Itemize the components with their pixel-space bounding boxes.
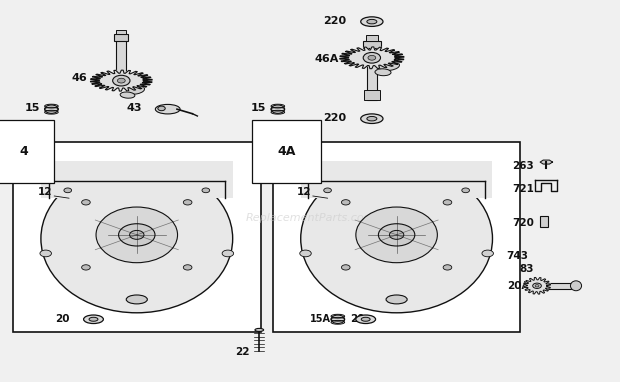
Circle shape bbox=[184, 265, 192, 270]
Ellipse shape bbox=[375, 69, 391, 76]
Circle shape bbox=[342, 200, 350, 205]
Text: 46: 46 bbox=[71, 73, 87, 83]
Circle shape bbox=[82, 200, 91, 205]
Text: 20: 20 bbox=[350, 314, 365, 324]
Bar bbox=[117, 30, 126, 34]
Text: 220: 220 bbox=[323, 113, 346, 123]
Text: 721: 721 bbox=[512, 184, 534, 194]
Text: 15: 15 bbox=[250, 103, 266, 113]
Text: 263: 263 bbox=[512, 161, 534, 171]
Polygon shape bbox=[523, 277, 551, 294]
Text: 43: 43 bbox=[126, 103, 142, 113]
Bar bbox=[301, 161, 492, 198]
Bar bbox=[367, 46, 377, 100]
Ellipse shape bbox=[89, 317, 98, 321]
Ellipse shape bbox=[356, 315, 376, 324]
Circle shape bbox=[342, 265, 350, 270]
Ellipse shape bbox=[222, 250, 234, 257]
Text: 743: 743 bbox=[506, 251, 528, 261]
Text: 20: 20 bbox=[55, 314, 69, 324]
Ellipse shape bbox=[271, 105, 285, 113]
Circle shape bbox=[368, 55, 376, 60]
Bar bbox=[115, 34, 128, 40]
Ellipse shape bbox=[45, 105, 58, 113]
Ellipse shape bbox=[570, 281, 582, 291]
Ellipse shape bbox=[126, 295, 148, 304]
Ellipse shape bbox=[299, 250, 311, 257]
Text: 12: 12 bbox=[296, 187, 311, 197]
Ellipse shape bbox=[482, 250, 494, 257]
Ellipse shape bbox=[386, 295, 407, 304]
Ellipse shape bbox=[361, 317, 370, 321]
Circle shape bbox=[462, 188, 469, 193]
Ellipse shape bbox=[130, 230, 144, 239]
Bar bbox=[41, 161, 232, 198]
Bar bbox=[534, 283, 571, 289]
Circle shape bbox=[64, 188, 71, 193]
Bar bbox=[364, 90, 380, 100]
Ellipse shape bbox=[378, 224, 415, 246]
Ellipse shape bbox=[301, 164, 492, 313]
Ellipse shape bbox=[367, 117, 377, 121]
Ellipse shape bbox=[84, 315, 104, 324]
Ellipse shape bbox=[331, 315, 345, 324]
Bar bbox=[273, 141, 520, 332]
Ellipse shape bbox=[118, 224, 155, 246]
Polygon shape bbox=[540, 160, 552, 164]
Ellipse shape bbox=[156, 104, 180, 114]
Polygon shape bbox=[91, 70, 152, 91]
Bar bbox=[117, 39, 126, 77]
Text: 220: 220 bbox=[323, 16, 346, 26]
Text: 4: 4 bbox=[20, 144, 29, 157]
Text: 15A: 15A bbox=[310, 314, 331, 324]
Text: 20A: 20A bbox=[507, 281, 529, 291]
Ellipse shape bbox=[361, 17, 383, 26]
Ellipse shape bbox=[379, 62, 399, 71]
Circle shape bbox=[443, 265, 452, 270]
Circle shape bbox=[202, 188, 210, 193]
Ellipse shape bbox=[126, 86, 144, 94]
Text: 4A: 4A bbox=[277, 144, 296, 157]
Circle shape bbox=[324, 188, 332, 193]
Ellipse shape bbox=[96, 207, 177, 263]
Ellipse shape bbox=[389, 230, 404, 239]
Bar bbox=[540, 216, 547, 227]
Ellipse shape bbox=[120, 92, 135, 98]
Bar bbox=[366, 35, 378, 40]
Circle shape bbox=[158, 106, 166, 111]
Ellipse shape bbox=[40, 250, 51, 257]
Circle shape bbox=[535, 285, 539, 287]
Text: 83: 83 bbox=[520, 264, 534, 274]
Circle shape bbox=[184, 200, 192, 205]
Circle shape bbox=[533, 283, 541, 288]
Ellipse shape bbox=[41, 164, 232, 313]
Circle shape bbox=[113, 75, 130, 86]
Text: ReplacementParts.com: ReplacementParts.com bbox=[246, 213, 374, 223]
Ellipse shape bbox=[255, 329, 264, 332]
Polygon shape bbox=[340, 47, 404, 69]
Ellipse shape bbox=[356, 207, 437, 263]
Ellipse shape bbox=[367, 19, 377, 24]
Text: 15: 15 bbox=[24, 103, 40, 113]
Text: 46A: 46A bbox=[314, 53, 339, 63]
Text: 12: 12 bbox=[38, 187, 52, 197]
Text: 720: 720 bbox=[512, 219, 534, 228]
Text: 22: 22 bbox=[235, 347, 249, 357]
Bar bbox=[363, 40, 381, 48]
Ellipse shape bbox=[361, 114, 383, 123]
Circle shape bbox=[117, 78, 125, 83]
Bar bbox=[13, 141, 260, 332]
Circle shape bbox=[443, 200, 452, 205]
Circle shape bbox=[363, 52, 381, 63]
Circle shape bbox=[82, 265, 91, 270]
